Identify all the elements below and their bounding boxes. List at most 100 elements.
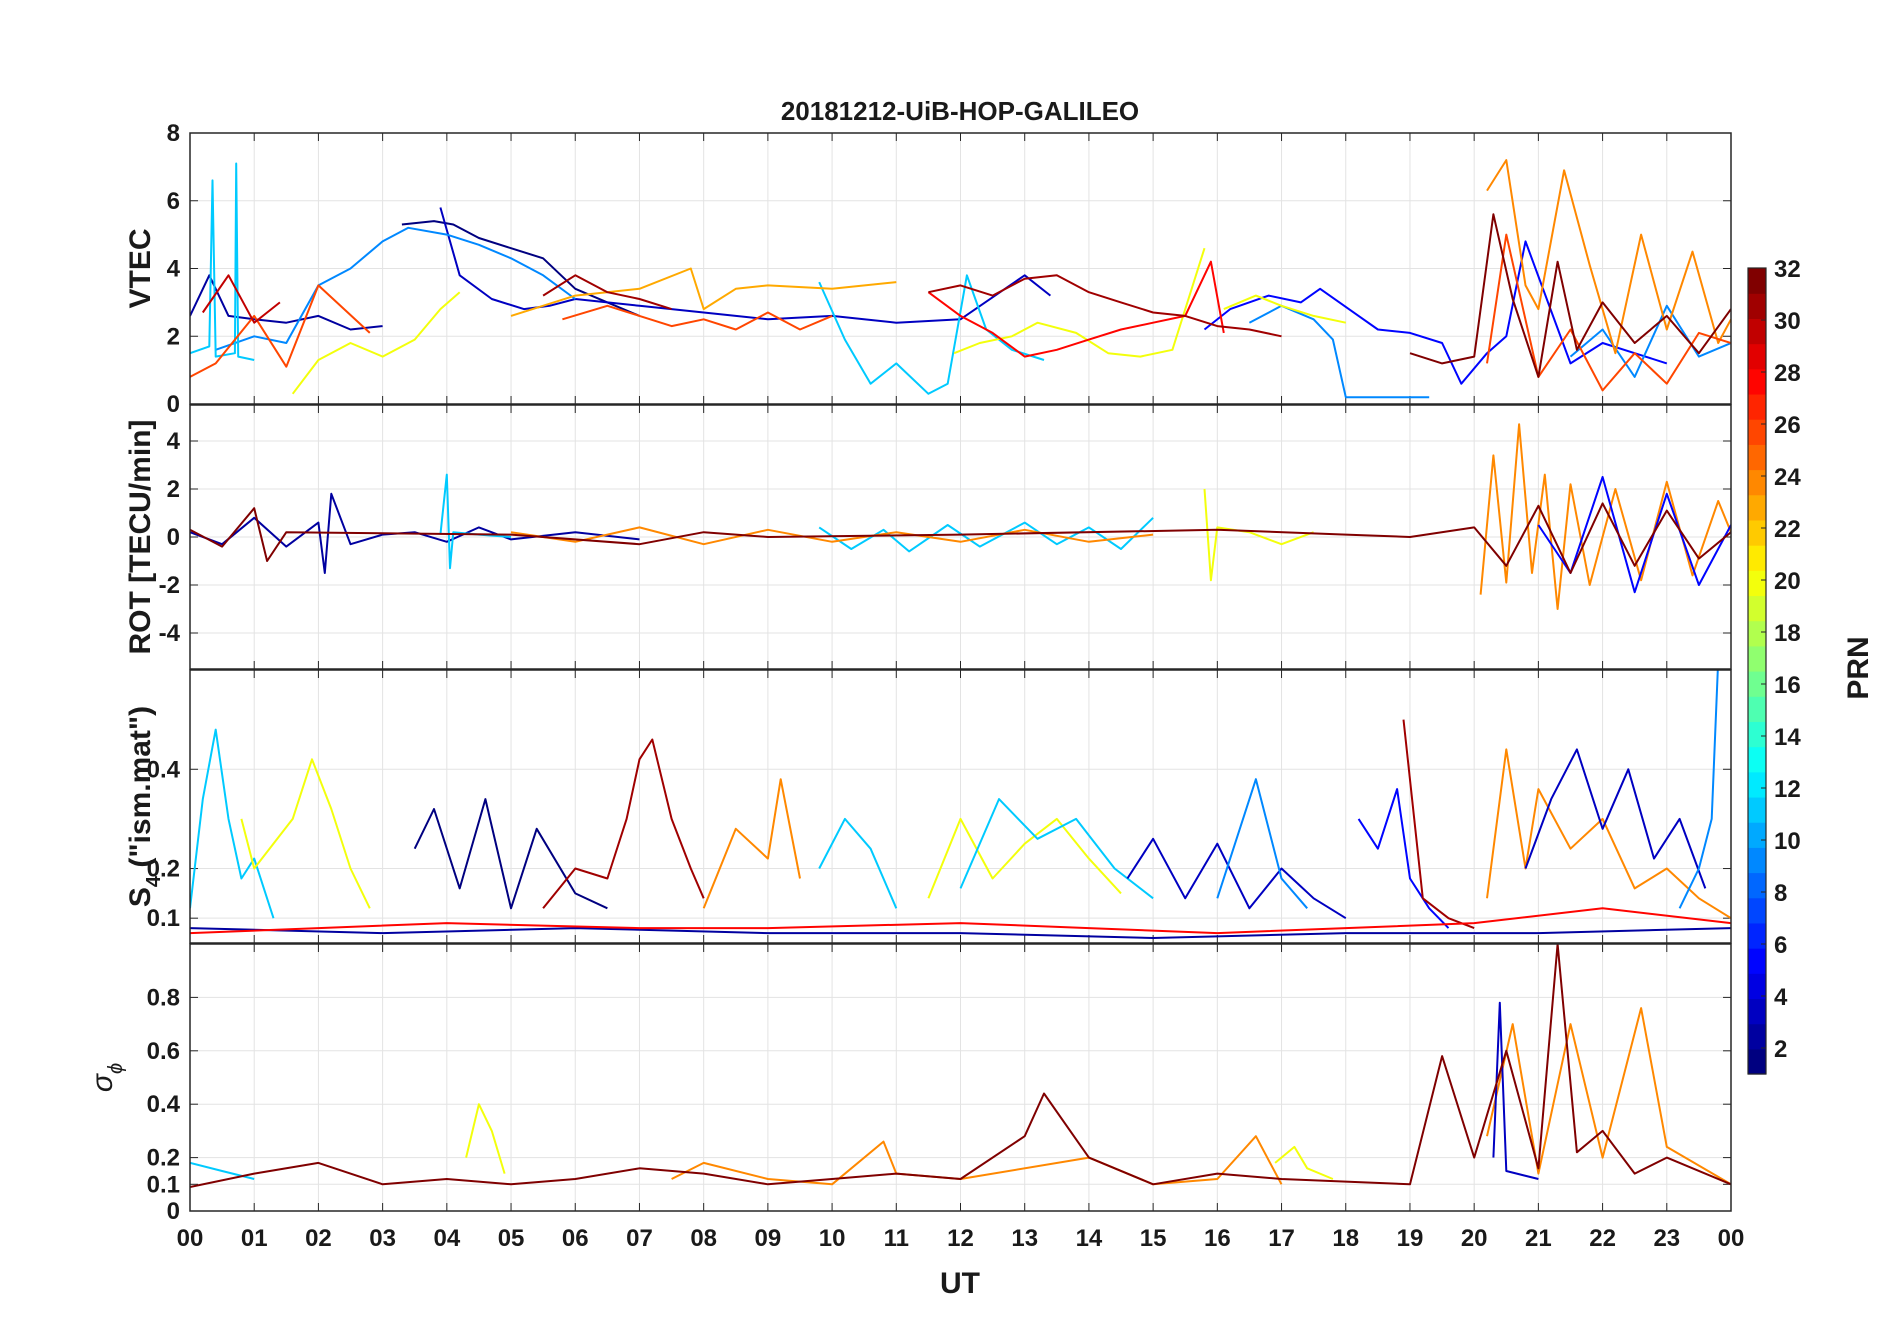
s4-series-prn-11 [959, 798, 1154, 900]
vtec-frame [189, 132, 1732, 405]
x-tick-label: 01 [241, 1225, 268, 1252]
colorbar-swatch [1748, 268, 1766, 294]
colorbar-swatch [1748, 847, 1766, 874]
vtec-y-tick-label: 6 [167, 188, 180, 215]
vtec-series-prn-2 [190, 274, 383, 331]
s4-frame [189, 669, 1732, 944]
sigma_phi-y-tick-label: 0.2 [147, 1145, 180, 1172]
colorbar-tick-label: 30 [1774, 308, 1801, 335]
vtec-series-prn-5 [1203, 240, 1668, 385]
s4-series-prn-24 [1486, 748, 1731, 920]
colorbar-label: PRN [1842, 636, 1875, 699]
s4-series-prn-20 [240, 758, 371, 909]
colorbar-swatch [1748, 293, 1766, 319]
vtec-series-prn-20 [1223, 294, 1347, 324]
x-tick-label: 09 [755, 1225, 782, 1252]
colorbar-tick-label: 2 [1774, 1036, 1787, 1063]
rot-y-axis-label: ROT [TECU/min] [124, 420, 157, 655]
colorbar-swatch [1748, 545, 1766, 571]
sigma_phi-series-prn-20 [1274, 1145, 1334, 1180]
sigma_phi-y-tick-label: 0.6 [147, 1038, 180, 1065]
x-tick-label: 23 [1653, 1225, 1680, 1252]
colorbar-swatch [1748, 595, 1766, 622]
s4-y-label-main: S [124, 887, 157, 907]
x-tick-label: 17 [1268, 1225, 1295, 1252]
vtec-series-prn-31 [542, 274, 672, 311]
sigma_phi-y-tick-label: 0.1 [147, 1171, 180, 1198]
sigma-phi-panel: 00.10.2 0.4 0.6 0.8 σϕ [86, 943, 1732, 1225]
vtec-series-prn-9 [1569, 304, 1731, 378]
rot-series-prn-32 [190, 502, 1731, 574]
sigma_phi-series-prn-24 [1486, 1007, 1731, 1186]
rot-series-group [190, 423, 1731, 610]
colorbar-swatch [1748, 393, 1766, 420]
x-tick-label: 22 [1589, 1225, 1616, 1252]
s4-series-prn-9 [1678, 670, 1719, 909]
vtec-series-prn-28 [927, 260, 1225, 358]
colorbar-tick-label: 6 [1774, 932, 1787, 959]
vtec-series-prn-30 [201, 274, 281, 324]
colorbar-swatch [1748, 645, 1766, 672]
s4-series-prn-11 [818, 817, 898, 909]
chart-title: 20181212-UiB-HOP-GALILEO [781, 96, 1139, 126]
x-tick-label: 20 [1461, 1225, 1488, 1252]
s4-y-tick-label: 0.1 [147, 905, 180, 932]
s4-series-prn-20 [927, 817, 1122, 899]
colorbar-swatch [1748, 973, 1766, 1000]
vtec-series-group [190, 159, 1731, 399]
colorbar-tick-label: 4 [1774, 984, 1788, 1011]
x-tick-label: 06 [562, 1225, 589, 1252]
vtec-series-prn-26 [562, 304, 833, 331]
colorbar-frame [1747, 267, 1767, 1075]
x-tick-label: 00 [177, 1225, 204, 1252]
colorbar-tick-label: 10 [1774, 828, 1801, 855]
x-tick-label: 16 [1204, 1225, 1231, 1252]
x-tick-label: 12 [947, 1225, 974, 1252]
colorbar-swatch [1748, 721, 1766, 748]
x-tick-label: 08 [690, 1225, 717, 1252]
s4-series-group [190, 670, 1731, 939]
colorbar-swatch [1748, 368, 1766, 395]
s4-series-prn-3 [1524, 748, 1707, 889]
s4-series-prn-2 [190, 927, 1731, 939]
vtec-y-tick-label: 8 [167, 120, 180, 147]
vtec-series-prn-32 [1409, 213, 1731, 378]
x-tick-label: 18 [1332, 1225, 1359, 1252]
colorbar-tick-label: 28 [1774, 360, 1801, 387]
colorbar-tick-label: 22 [1774, 516, 1801, 543]
vtec-panel: 0 2 4 6 8 VTEC [124, 120, 1732, 418]
s4-panel: 0.10.20.4S4 ("ism.mat") [124, 669, 1732, 944]
vtec-series-prn-26 [190, 284, 371, 378]
colorbar-swatch [1748, 519, 1766, 546]
colorbar-swatch [1748, 948, 1766, 974]
colorbar-swatch [1748, 444, 1766, 471]
s4-series-prn-9 [1216, 778, 1308, 909]
colorbar-swatch [1748, 998, 1766, 1025]
s4-series-prn-28 [190, 907, 1731, 935]
vtec-series-prn-23 [510, 267, 897, 317]
rot-y-tick-label: -2 [159, 572, 180, 599]
sigma_phi-y-label-main: σ [86, 1072, 119, 1092]
vtec-series-prn-9 [215, 226, 576, 351]
s4-series-prn-3 [1126, 837, 1347, 920]
rot-panel: -4 -2 0 2 4 ROT [TECU/min] [124, 404, 1732, 670]
sigma_phi-series-group [190, 944, 1731, 1188]
vtec-series-prn-11 [190, 162, 255, 361]
x-tick-label: 13 [1011, 1225, 1038, 1252]
sigma_phi-series-prn-32 [190, 944, 1731, 1188]
x-tick-label: 07 [626, 1225, 653, 1252]
colorbar-swatch [1748, 872, 1766, 899]
vtec-series-prn-1 [401, 220, 640, 317]
x-axis-tick-labels: 00 01 02 03 04 05 06 07 08 09 10 11 12 13 14 15 16 17 18 19… [177, 1225, 1745, 1252]
sigma_phi-frame [189, 943, 1732, 1212]
sigma_phi-series-prn-20 [465, 1103, 506, 1174]
rot-frame [189, 404, 1732, 670]
vtec-y-tick-label: 4 [167, 256, 181, 283]
s4-y-label-rest: ("ism.mat") [124, 706, 157, 876]
x-tick-label: 00 [1718, 1225, 1745, 1252]
colorbar-tick-label: 18 [1774, 620, 1801, 647]
x-tick-label: 05 [498, 1225, 525, 1252]
colorbar-swatch [1748, 620, 1766, 647]
